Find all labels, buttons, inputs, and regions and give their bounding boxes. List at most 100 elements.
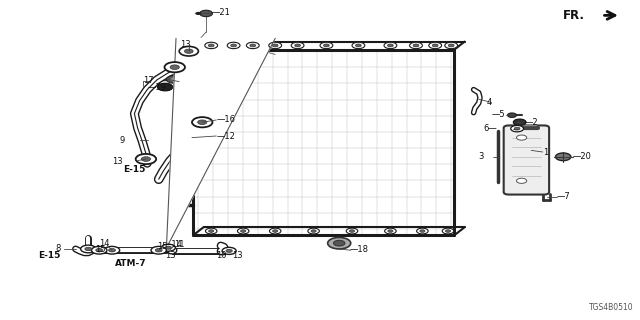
Text: 6—: 6— [483,124,497,133]
Text: —16: —16 [216,115,236,124]
Text: 13: 13 [232,252,243,260]
Text: —21: —21 [211,8,230,17]
Text: 8: 8 [56,244,61,253]
Circle shape [269,42,282,49]
Circle shape [170,77,178,81]
Circle shape [417,228,428,234]
Circle shape [295,44,301,47]
Circle shape [136,154,156,164]
Circle shape [356,44,362,47]
Circle shape [184,49,193,53]
Circle shape [385,228,396,234]
Text: 13: 13 [180,40,191,49]
Circle shape [109,249,115,252]
Circle shape [269,228,281,234]
Circle shape [222,247,236,254]
Circle shape [250,44,256,47]
Circle shape [164,62,185,72]
Circle shape [200,10,212,17]
Text: E-15: E-15 [38,252,61,260]
Text: ATM-7: ATM-7 [115,260,147,268]
Circle shape [442,228,454,234]
Text: 4: 4 [486,98,492,107]
Text: —5: —5 [492,110,506,119]
Circle shape [413,44,419,47]
Circle shape [448,44,454,47]
Circle shape [156,249,162,252]
FancyBboxPatch shape [504,125,549,195]
Circle shape [85,247,92,251]
Circle shape [511,125,524,132]
Circle shape [226,249,232,252]
Circle shape [323,44,329,47]
Circle shape [198,120,207,124]
Circle shape [205,228,217,234]
Text: —7: —7 [556,192,570,201]
Text: —14: —14 [163,240,182,249]
Text: 15: 15 [95,245,105,254]
Text: 9: 9 [120,136,125,145]
Circle shape [311,230,316,232]
Circle shape [556,153,571,161]
Circle shape [192,117,212,127]
Text: 11: 11 [174,240,184,249]
Circle shape [161,244,175,251]
Circle shape [237,228,249,234]
Text: 13: 13 [165,252,176,260]
Circle shape [333,240,345,246]
Circle shape [209,230,214,232]
Text: —18: —18 [350,245,369,254]
Circle shape [515,127,520,130]
Circle shape [227,42,240,49]
Circle shape [445,42,458,49]
Circle shape [291,42,304,49]
Text: 13: 13 [112,157,123,166]
Text: E-15: E-15 [123,165,145,174]
Text: 17: 17 [143,76,154,84]
Circle shape [179,46,198,56]
Circle shape [516,135,527,140]
Circle shape [328,237,351,249]
Circle shape [388,44,393,47]
Circle shape [104,246,120,254]
Circle shape [384,42,397,49]
Circle shape [241,230,246,232]
Text: FR.: FR. [563,9,585,22]
Text: 15: 15 [157,242,167,251]
Circle shape [96,249,102,252]
Circle shape [320,42,333,49]
Circle shape [195,12,202,15]
Text: 10: 10 [216,252,227,260]
Circle shape [92,246,107,254]
Circle shape [308,228,319,234]
Circle shape [170,65,179,69]
Text: —19: —19 [147,83,166,92]
Circle shape [81,245,96,253]
Text: 1: 1 [543,148,548,156]
Polygon shape [166,38,275,248]
Circle shape [445,230,451,232]
Circle shape [349,230,355,232]
Circle shape [141,157,150,161]
Circle shape [157,83,173,91]
Circle shape [209,44,214,47]
Circle shape [165,246,172,249]
Circle shape [273,230,278,232]
Text: TGS4B0510: TGS4B0510 [589,303,634,312]
Circle shape [246,42,259,49]
Circle shape [231,44,237,47]
Circle shape [410,42,422,49]
Text: —12: —12 [216,132,235,140]
Circle shape [513,119,526,125]
Circle shape [352,42,365,49]
Circle shape [433,44,438,47]
Circle shape [346,228,358,234]
Circle shape [151,246,166,254]
Circle shape [508,113,516,117]
Text: —20: —20 [572,152,591,161]
Text: 14: 14 [99,239,109,248]
Circle shape [420,230,425,232]
Text: —2: —2 [525,118,538,127]
Text: 3: 3 [479,152,484,161]
Circle shape [388,230,393,232]
